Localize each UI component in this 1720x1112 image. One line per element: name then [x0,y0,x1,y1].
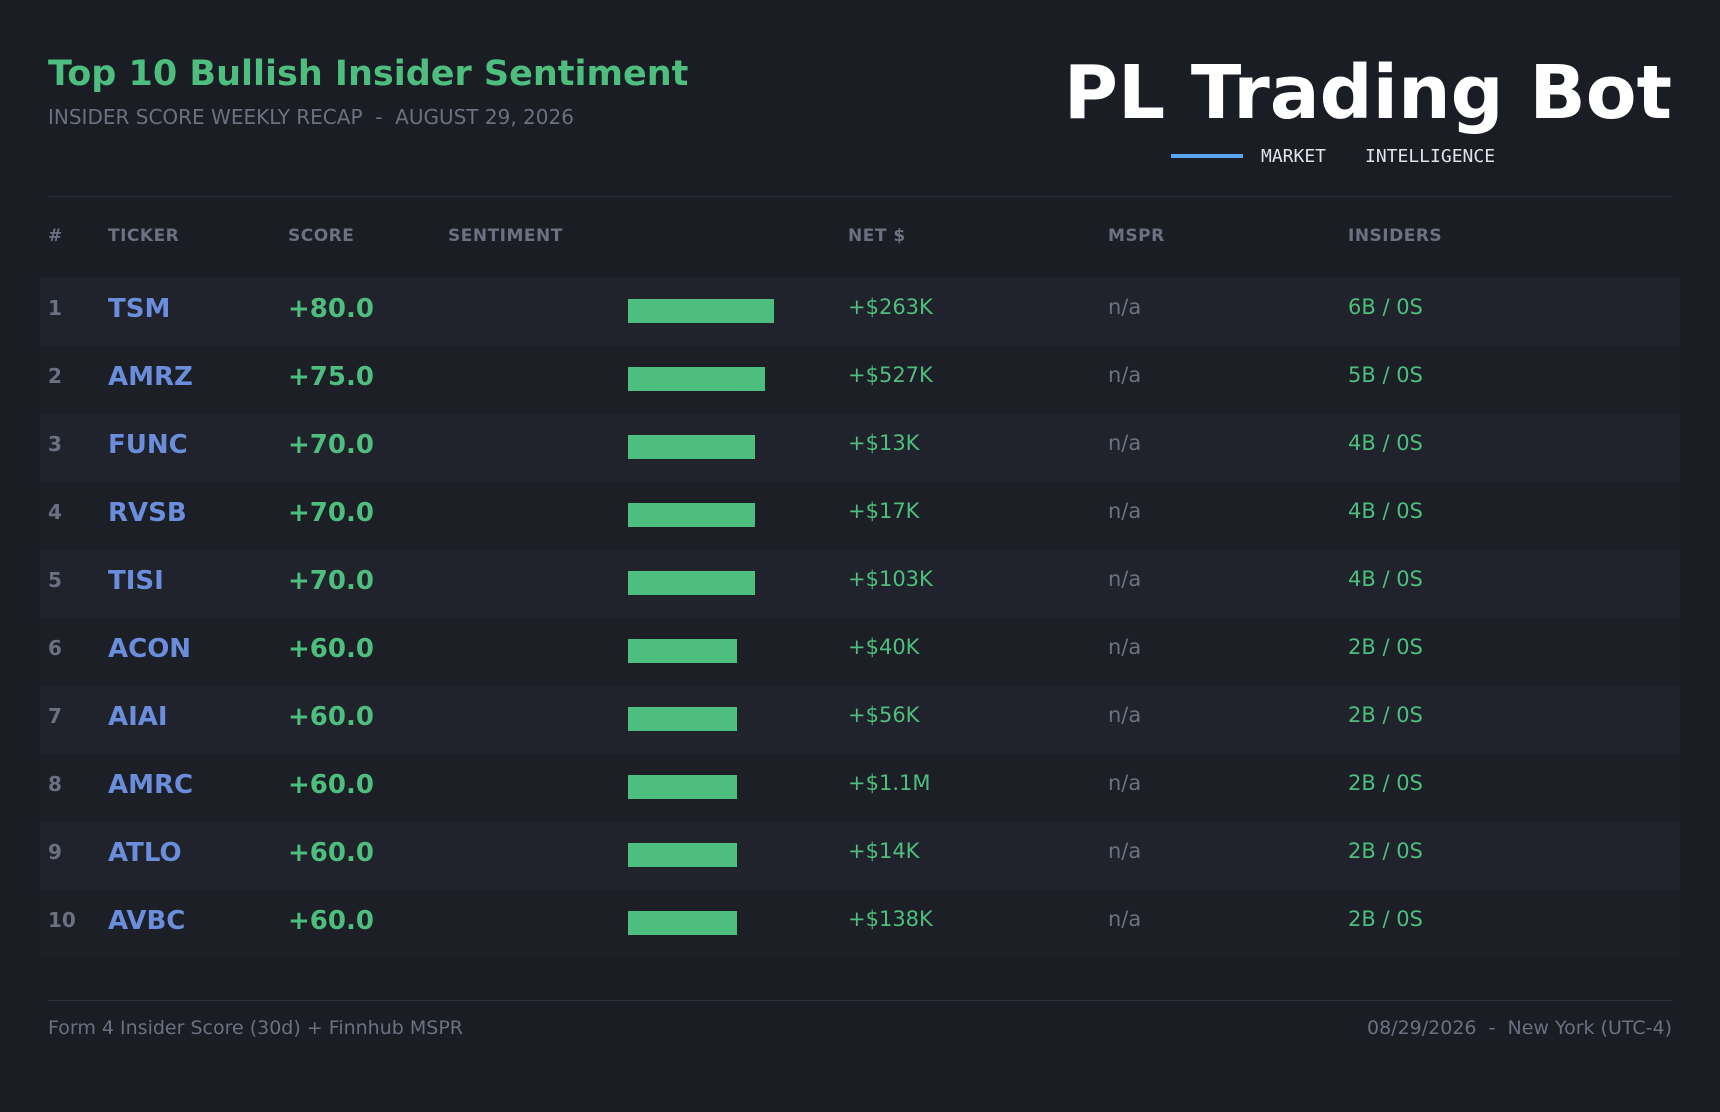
sentiment-bar [628,367,765,391]
row-ticker: RVSB [108,498,187,528]
row-insiders: 4B / 0S [1348,499,1423,523]
row-ticker: FUNC [108,430,188,460]
header-divider [48,196,1672,197]
brand-logo: PL Trading Bot [1063,50,1672,136]
row-score: +60.0 [288,702,374,732]
row-net: +$103K [848,567,933,591]
page-subtitle: INSIDER SCORE WEEKLY RECAP - AUGUST 29, … [48,105,574,129]
row-ticker: ACON [108,634,192,664]
column-header-net: NET $ [848,226,906,246]
row-mspr: n/a [1108,635,1142,659]
brand-tagline-market: MARKET [1261,146,1327,167]
row-insiders: 4B / 0S [1348,567,1423,591]
row-ticker: AIAI [108,702,168,732]
row-mspr: n/a [1108,499,1142,523]
table-row: 10 AVBC +60.0 +$138K n/a 2B / 0S [40,890,1680,958]
row-score: +70.0 [288,498,374,528]
row-mspr: n/a [1108,567,1142,591]
row-rank: 8 [48,772,62,796]
row-rank: 9 [48,840,62,864]
table-row: 5 TISI +70.0 +$103K n/a 4B / 0S [40,550,1680,618]
table-row: 8 AMRC +60.0 +$1.1M n/a 2B / 0S [40,754,1680,822]
row-net: +$138K [848,907,933,931]
sentiment-bar [628,911,737,935]
column-header-ticker: TICKER [108,226,180,246]
column-header-mspr: MSPR [1108,226,1165,246]
column-header-insiders: INSIDERS [1348,226,1443,246]
row-score: +60.0 [288,634,374,664]
row-rank: 4 [48,500,62,524]
sentiment-bar [628,775,737,799]
row-rank: 3 [48,432,62,456]
sentiment-bar [628,503,755,527]
row-net: +$40K [848,635,920,659]
row-net: +$13K [848,431,920,455]
sentiment-bar [628,843,737,867]
header: Top 10 Bullish Insider Sentiment INSIDER… [48,0,1672,200]
row-score: +75.0 [288,362,374,392]
column-header-score: SCORE [288,226,355,246]
table-row: 1 TSM +80.0 +$263K n/a 6B / 0S [40,278,1680,346]
sentiment-bar [628,639,737,663]
footer-divider [48,1000,1672,1001]
row-score: +80.0 [288,294,374,324]
row-insiders: 2B / 0S [1348,703,1423,727]
row-ticker: TISI [108,566,164,596]
row-ticker: TSM [108,294,171,324]
row-rank: 6 [48,636,62,660]
footer-timestamp: 08/29/2026 - New York (UTC-4) [1366,1017,1672,1039]
row-score: +60.0 [288,770,374,800]
row-insiders: 6B / 0S [1348,295,1423,319]
sentiment-bar [628,571,755,595]
row-score: +60.0 [288,838,374,868]
row-net: +$17K [848,499,920,523]
row-ticker: AVBC [108,906,186,936]
page-title: Top 10 Bullish Insider Sentiment [48,54,689,94]
sentiment-bar [628,707,737,731]
row-ticker: AMRZ [108,362,193,392]
row-score: +70.0 [288,430,374,460]
column-header-sentiment: SENTIMENT [448,226,563,246]
row-net: +$56K [848,703,920,727]
brand-tagline-intelligence: INTELLIGENCE [1365,146,1496,167]
row-rank: 10 [48,908,76,932]
row-net: +$14K [848,839,920,863]
row-insiders: 5B / 0S [1348,363,1423,387]
sentiment-bar [628,435,755,459]
table-row: 9 ATLO +60.0 +$14K n/a 2B / 0S [40,822,1680,890]
table-row: 7 AIAI +60.0 +$56K n/a 2B / 0S [40,686,1680,754]
table-row: 4 RVSB +70.0 +$17K n/a 4B / 0S [40,482,1680,550]
row-mspr: n/a [1108,431,1142,455]
row-insiders: 4B / 0S [1348,431,1423,455]
sentiment-bar [628,299,774,323]
row-score: +60.0 [288,906,374,936]
table-body: 1 TSM +80.0 +$263K n/a 6B / 0S 2 AMRZ +7… [40,278,1680,958]
row-insiders: 2B / 0S [1348,907,1423,931]
row-mspr: n/a [1108,363,1142,387]
row-ticker: AMRC [108,770,194,800]
row-mspr: n/a [1108,703,1142,727]
column-header-rank: # [48,226,63,246]
row-insiders: 2B / 0S [1348,839,1423,863]
row-net: +$527K [848,363,933,387]
footer-source: Form 4 Insider Score (30d) + Finnhub MSP… [48,1017,463,1039]
row-rank: 7 [48,704,62,728]
brand-accent-rule [1171,154,1243,158]
row-mspr: n/a [1108,839,1142,863]
row-insiders: 2B / 0S [1348,771,1423,795]
table-row: 2 AMRZ +75.0 +$527K n/a 5B / 0S [40,346,1680,414]
row-rank: 1 [48,296,62,320]
row-rank: 5 [48,568,62,592]
row-net: +$1.1M [848,771,931,795]
row-mspr: n/a [1108,907,1142,931]
row-insiders: 2B / 0S [1348,635,1423,659]
row-rank: 2 [48,364,62,388]
row-mspr: n/a [1108,771,1142,795]
row-score: +70.0 [288,566,374,596]
row-net: +$263K [848,295,933,319]
table-row: 6 ACON +60.0 +$40K n/a 2B / 0S [40,618,1680,686]
row-ticker: ATLO [108,838,182,868]
row-mspr: n/a [1108,295,1142,319]
table-row: 3 FUNC +70.0 +$13K n/a 4B / 0S [40,414,1680,482]
